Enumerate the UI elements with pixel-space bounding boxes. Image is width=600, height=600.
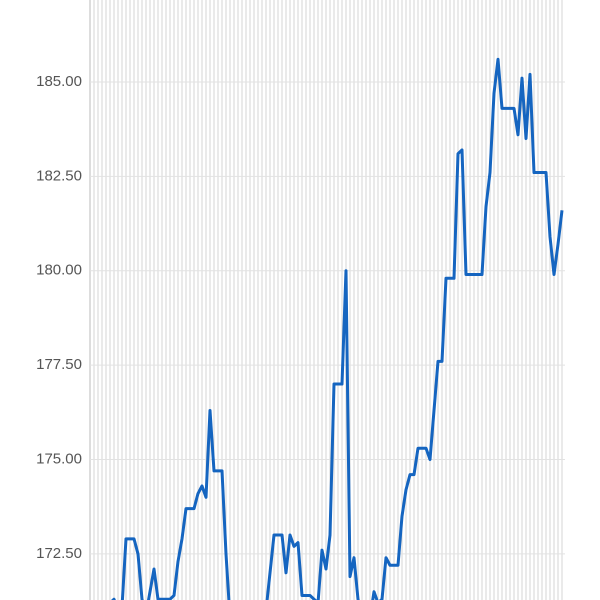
y-axis: 172.50 175.00 177.50 180.00 182.50 185.00 (36, 73, 82, 562)
plot-area (111, 57, 564, 600)
y-tick-label: 182.50 (36, 167, 82, 184)
y-tick-label: 177.50 (36, 356, 82, 373)
y-tick-label: 175.00 (36, 451, 82, 468)
y-tick-label: 180.00 (36, 262, 82, 279)
data-line (111, 57, 564, 600)
y-tick-label: 172.50 (36, 545, 82, 562)
y-tick-label: 185.00 (36, 73, 82, 90)
